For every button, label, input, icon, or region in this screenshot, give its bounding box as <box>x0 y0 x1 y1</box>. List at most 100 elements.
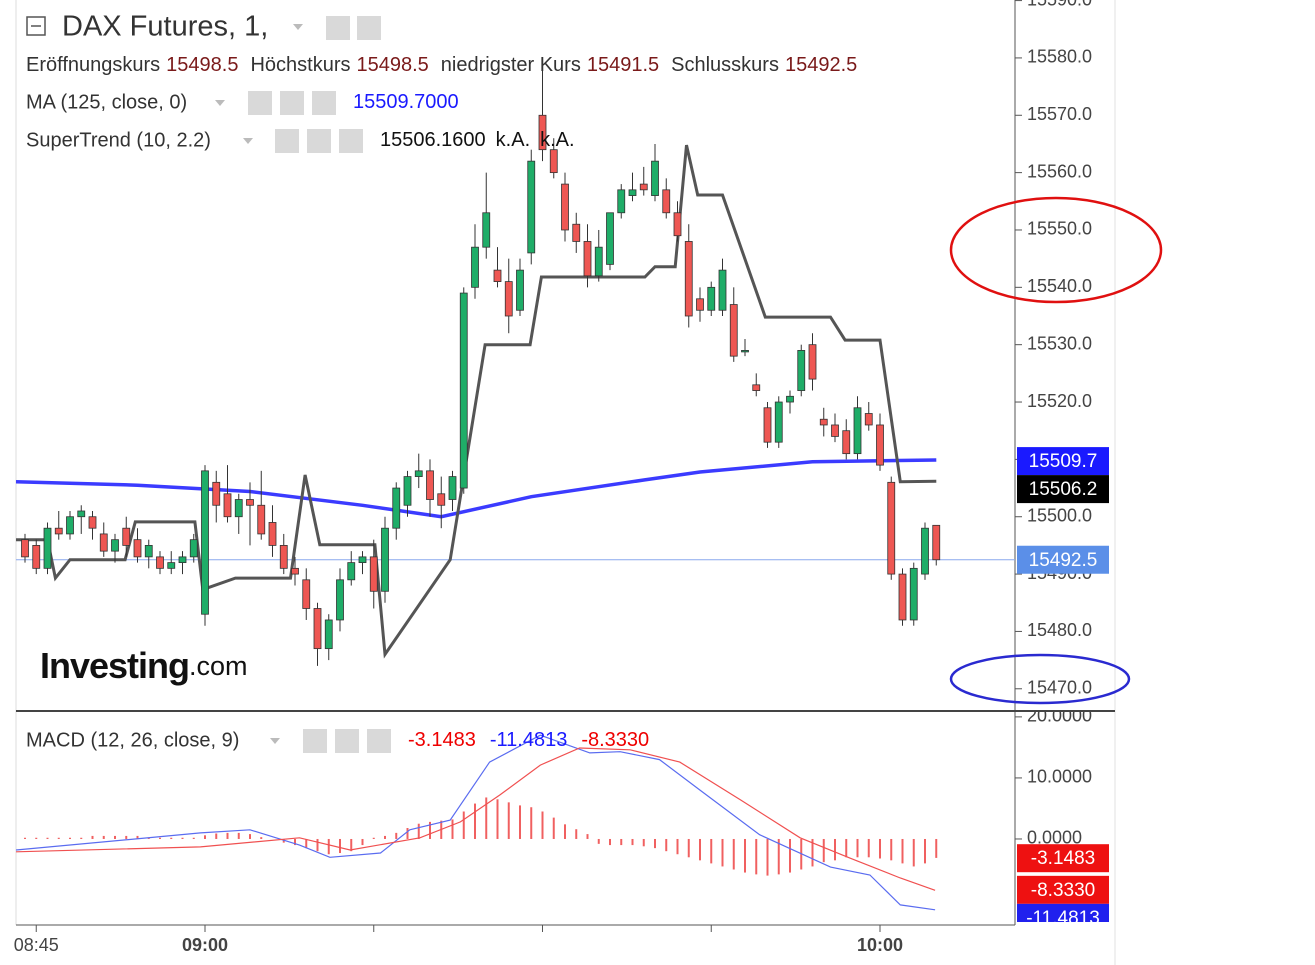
candle-body <box>876 424 884 466</box>
eye-icon[interactable] <box>303 729 327 753</box>
candle-body <box>594 246 603 277</box>
y-tick-label: 15520.0 <box>1027 391 1092 411</box>
candle-body <box>583 241 592 277</box>
supertrend-readout: 15506.1600 k.A. k.A. <box>380 129 575 151</box>
price-badge-label: 15506.2 <box>1029 479 1098 500</box>
y-tick-label: 15590.0 <box>1027 0 1092 9</box>
candle-body <box>921 527 929 575</box>
price-badge <box>1017 875 1109 904</box>
y-tick-label: 15500.0 <box>1027 505 1092 525</box>
candle-body <box>347 562 356 581</box>
candle-body <box>201 470 209 615</box>
y-tick-label: 15550.0 <box>1027 219 1092 239</box>
legend-label: Höchstkurs <box>250 54 350 76</box>
gear-icon[interactable] <box>307 129 331 153</box>
price-badge-label: -3.1483 <box>1031 848 1095 869</box>
candle-body <box>291 567 299 575</box>
legend-value: 15492.5 <box>785 54 857 76</box>
candle-body <box>257 504 266 535</box>
ma-readout: 15509.7000 <box>353 91 459 113</box>
candle-body <box>561 183 569 231</box>
readout-value: -8.3330 <box>581 729 649 751</box>
eye-icon[interactable] <box>248 91 272 115</box>
close-icon[interactable] <box>339 129 363 153</box>
candle-body <box>77 510 86 518</box>
candle-body <box>707 286 716 311</box>
candle-body <box>448 476 457 500</box>
y-tick-label: 0.0000 <box>1027 828 1082 848</box>
candle-body <box>189 539 198 558</box>
gear-icon[interactable] <box>335 729 359 753</box>
readout-value: -11.4813 <box>490 729 567 751</box>
supertrend-name: SuperTrend (10, 2.2) <box>26 129 211 151</box>
indicator-line <box>16 458 937 519</box>
indicator-line <box>16 747 936 891</box>
candle-body <box>403 476 412 506</box>
dropdown[interactable] <box>270 738 280 744</box>
candle-body <box>43 527 52 569</box>
candle-body <box>133 539 142 558</box>
candle-body <box>246 499 254 506</box>
candle-body <box>234 499 243 518</box>
price-badge <box>1017 545 1109 574</box>
legend-value: 15491.5 <box>587 54 659 76</box>
candle-body <box>268 522 277 546</box>
candle-body <box>797 350 806 391</box>
candle-body <box>887 481 896 575</box>
gear-icon[interactable] <box>357 16 381 40</box>
price-badge-label: -11.4813 <box>1026 908 1100 929</box>
candle-body <box>774 401 783 443</box>
close-icon[interactable] <box>312 91 336 115</box>
candle-body <box>482 212 491 248</box>
candle-body <box>493 269 502 282</box>
gear-icon[interactable] <box>280 91 304 115</box>
candle-body <box>729 304 738 357</box>
candle-body <box>156 556 164 569</box>
candle-body <box>808 344 817 380</box>
candle-body <box>392 487 401 529</box>
candle-body <box>302 579 311 609</box>
candle-body <box>54 527 63 535</box>
candle-body <box>414 470 423 477</box>
candle-body <box>819 418 828 426</box>
readout-value: -3.1483 <box>408 729 476 751</box>
dropdown[interactable] <box>215 100 225 106</box>
eye-icon[interactable] <box>326 16 350 40</box>
price-badge <box>1017 447 1109 476</box>
candle-body <box>122 527 131 546</box>
candle-body <box>549 149 558 174</box>
candle-body <box>32 545 41 569</box>
price-badge <box>1017 475 1109 504</box>
candle-body <box>572 223 581 242</box>
candle-body <box>223 493 232 518</box>
candle-body <box>459 292 468 489</box>
eye-icon[interactable] <box>275 129 299 153</box>
y-tick-label: 15570.0 <box>1027 104 1092 124</box>
candle-body <box>864 413 873 426</box>
collapse-box[interactable] <box>26 16 46 36</box>
legend-label: niedrigster Kurs <box>441 54 581 76</box>
candle-body <box>437 493 446 506</box>
candle-body <box>898 573 907 621</box>
dropdown[interactable] <box>293 24 303 30</box>
close-icon[interactable] <box>367 729 391 753</box>
candle-body <box>853 407 862 455</box>
price-panel: Investing.com <box>16 57 1015 686</box>
candle-body <box>167 562 176 569</box>
candle-body <box>651 160 659 196</box>
readout-value: 15509.7000 <box>353 91 459 113</box>
candle-body <box>381 527 389 592</box>
candle-body <box>831 424 839 437</box>
price-axis: 15470.015480.015490.015500.015510.015520… <box>1015 0 1109 698</box>
candle-body <box>88 516 97 529</box>
y-tick-label: 15580.0 <box>1027 47 1092 67</box>
readout-value: k.A. <box>496 129 530 151</box>
red-ellipse <box>949 196 1163 304</box>
dropdown[interactable] <box>243 138 253 144</box>
candle-body <box>279 545 288 569</box>
candle-body <box>369 556 378 592</box>
candle-body <box>786 395 794 403</box>
candle-body <box>662 189 671 214</box>
candle-body <box>313 608 322 650</box>
candle-body <box>628 189 637 196</box>
